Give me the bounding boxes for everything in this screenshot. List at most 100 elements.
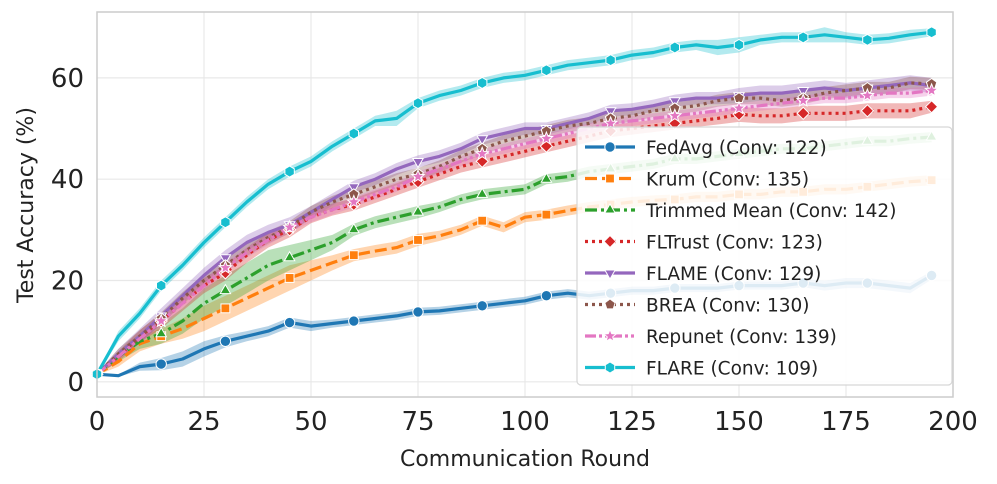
fedavg-point xyxy=(412,306,424,318)
x-tick-label: 50 xyxy=(294,407,327,437)
plot-frame xyxy=(96,11,954,398)
fedavg-point xyxy=(476,300,488,312)
flame-band xyxy=(97,75,932,376)
krum-point xyxy=(477,215,488,226)
x-tick-label: 175 xyxy=(821,407,871,437)
trimmed-mean-point xyxy=(155,326,168,338)
y-tick-label: 0 xyxy=(67,368,84,398)
fedavg-point xyxy=(219,335,232,347)
legend-marker xyxy=(603,234,617,249)
fltrust-band xyxy=(97,100,932,376)
repunet-point xyxy=(153,313,169,328)
repunet-point xyxy=(410,168,426,183)
legend-label: Trimmed Mean (Conv: 142) xyxy=(645,201,896,222)
trimmed-mean-point xyxy=(347,222,360,234)
x-tick-label: 75 xyxy=(401,407,434,437)
legend-label: Krum (Conv: 135) xyxy=(646,170,809,191)
legend-label: Repunet (Conv: 139) xyxy=(646,327,837,348)
trimmed-mean-band xyxy=(97,132,932,376)
trimmed-mean-point xyxy=(476,187,489,198)
legend-label: FLARE (Conv: 109) xyxy=(646,359,818,380)
y-tick-label: 20 xyxy=(51,266,84,296)
flame-point xyxy=(347,183,360,194)
trimmed-mean-point xyxy=(219,283,232,295)
trimmed-mean-point xyxy=(411,205,425,216)
legend-label: BREA (Conv: 130) xyxy=(646,296,810,317)
repunet-point xyxy=(924,82,940,97)
flare-point xyxy=(348,127,359,140)
x-tick-label: 25 xyxy=(187,407,220,437)
repunet-line xyxy=(95,88,932,376)
flame-line xyxy=(95,81,932,376)
repunet-point xyxy=(346,194,362,209)
legend-marker xyxy=(605,173,615,184)
legend-item-flare: FLARE (Conv: 109) xyxy=(585,359,818,380)
flame-point xyxy=(668,97,681,108)
fltrust-point xyxy=(860,104,875,118)
flare-point xyxy=(798,31,809,44)
fedavg-point xyxy=(283,316,296,329)
repunet-point xyxy=(795,92,811,107)
legend-item-krum: Krum (Conv: 135) xyxy=(585,170,809,191)
legend-label: FedAvg (Conv: 122) xyxy=(646,138,827,159)
krum-point xyxy=(220,303,231,314)
legend: FedAvg (Conv: 122) Krum (Conv: 135) Trimme… xyxy=(576,126,953,386)
flame-point xyxy=(476,135,489,146)
legend-label: FLTrust (Conv: 123) xyxy=(646,233,823,254)
legend-item-fedavg: FedAvg (Conv: 122) xyxy=(585,138,827,159)
flare-point xyxy=(926,26,937,39)
repunet-point xyxy=(474,145,490,161)
flare-point xyxy=(862,33,873,46)
flare-line xyxy=(95,30,932,375)
legend-marker xyxy=(603,203,617,214)
fltrust-point xyxy=(924,100,939,114)
x-tick-label: 150 xyxy=(714,407,764,437)
y-tick-label: 40 xyxy=(51,165,84,195)
flare-point xyxy=(220,216,231,229)
repunet-point xyxy=(538,130,554,145)
krum-point xyxy=(541,209,552,220)
krum-point xyxy=(284,273,295,283)
repunet-point xyxy=(667,107,683,123)
repunet-point xyxy=(603,115,619,130)
x-axis-label: Communication Round xyxy=(400,447,650,472)
flare-point xyxy=(156,279,167,292)
trimmed-mean-point xyxy=(540,172,553,183)
brea-band xyxy=(97,76,932,376)
y-axis-label: Test Accuracy (%) xyxy=(14,107,39,304)
flare-point xyxy=(541,64,552,77)
x-tick-label: 0 xyxy=(89,407,106,437)
flare-point xyxy=(733,38,745,51)
fedavg-point xyxy=(348,315,360,327)
krum-point xyxy=(348,250,359,261)
legend-item-repunet: Repunet (Conv: 139) xyxy=(585,327,837,348)
krum-point xyxy=(413,235,423,245)
legend-item-fltrust: FLTrust (Conv: 123) xyxy=(585,233,823,254)
trimmed-mean-point xyxy=(283,250,296,262)
fedavg-point xyxy=(540,289,553,302)
fedavg-point xyxy=(155,358,167,370)
legend-marker xyxy=(604,141,616,153)
legend-marker xyxy=(604,361,616,374)
legend-label: FLAME (Conv: 129) xyxy=(646,264,821,285)
legend-item-flame: FLAME (Conv: 129) xyxy=(585,264,821,285)
flare-point xyxy=(284,165,295,178)
repunet-point xyxy=(859,87,875,102)
flame-point xyxy=(411,158,425,169)
x-tick-label: 100 xyxy=(500,407,550,437)
legend-marker xyxy=(602,328,618,343)
repunet-band xyxy=(97,85,932,376)
legend-marker xyxy=(603,269,617,280)
repunet-point xyxy=(217,259,233,275)
legend-item-brea: BREA (Conv: 130) xyxy=(585,296,810,317)
x-tick-label: 200 xyxy=(928,407,978,437)
flare-point xyxy=(477,76,488,89)
legend-item-trimmed-mean: Trimmed Mean (Conv: 142) xyxy=(585,201,896,222)
repunet-point xyxy=(282,219,298,234)
y-tick-label: 60 xyxy=(51,64,84,94)
flare-point xyxy=(605,54,616,67)
flame-point xyxy=(797,87,810,98)
legend-frame xyxy=(576,126,953,386)
legend-marker xyxy=(604,298,616,310)
